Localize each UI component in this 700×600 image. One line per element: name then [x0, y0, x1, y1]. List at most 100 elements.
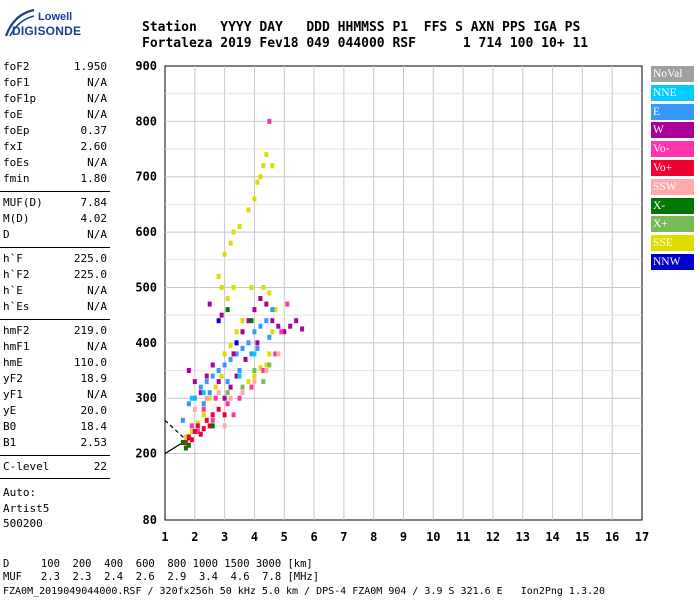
legend-item-vo-: Vo+	[651, 160, 694, 176]
param-row-ye: yE 20.0	[3, 404, 107, 420]
code-label: 500200	[3, 517, 43, 530]
muf-row: MUF 2.3 2.3 2.4 2.6 2.9 3.4 4.6 7.8 [MHz…	[3, 571, 320, 583]
separator-line	[0, 319, 110, 320]
y-tick-label: 800	[135, 114, 157, 128]
data-point-sse	[255, 179, 260, 185]
data-point-w	[192, 379, 197, 385]
data-point-sse	[258, 174, 263, 180]
data-point-sse	[225, 296, 230, 302]
param-value: 219.0	[73, 324, 107, 337]
param-value: 2.60	[80, 140, 108, 153]
data-point-vo-	[279, 329, 284, 335]
x-tick-label: 13	[516, 530, 530, 544]
data-point-vo-	[249, 384, 254, 390]
data-point-sse	[240, 318, 245, 324]
data-point-ssw	[204, 395, 209, 401]
data-point-sse	[246, 207, 251, 213]
separator-line	[0, 478, 110, 479]
data-point-e	[234, 351, 239, 357]
param-row-yf2: yF2 18.9	[3, 372, 107, 388]
param-row-fmin: fmin 1.80	[3, 172, 107, 188]
data-point-e	[180, 417, 185, 423]
auto-label: Auto:	[3, 486, 37, 499]
data-point-sse	[213, 384, 218, 390]
data-point-sse	[261, 163, 266, 169]
data-point-x-	[183, 445, 188, 451]
data-point-sse	[207, 395, 212, 401]
data-point-sse	[252, 373, 257, 379]
profile-trace-dashed	[164, 419, 187, 441]
data-point-w	[258, 296, 263, 302]
param-row-hmf2: hmF2 219.0	[3, 324, 107, 340]
param-value: 225.0	[73, 268, 107, 281]
data-point-e	[216, 368, 221, 374]
data-point-vo-	[183, 439, 188, 445]
y-tick-label: 900	[135, 59, 157, 73]
data-point-w	[198, 390, 203, 396]
y-tick-label: 700	[135, 170, 157, 184]
data-point-w	[294, 318, 299, 324]
data-point-e	[186, 401, 191, 407]
data-point-nnw	[234, 340, 239, 346]
data-point-w	[255, 340, 260, 346]
param-value: N/A	[87, 388, 107, 401]
param-name: h`F	[3, 252, 23, 265]
data-point-sse	[267, 351, 272, 357]
data-point-ssw	[264, 368, 269, 374]
data-point-w	[240, 329, 245, 335]
param-name: hmF1	[3, 340, 30, 353]
data-point-sse	[252, 196, 257, 202]
data-point-w	[231, 351, 236, 357]
param-value: 7.84	[80, 196, 108, 209]
data-point-w	[246, 318, 251, 324]
param-row-hes: h`Es N/A	[3, 300, 107, 316]
header-values: Fortaleza 2019 Fev18 049 044000 RSF 1 71…	[142, 36, 589, 51]
x-tick-label: 16	[605, 530, 619, 544]
param-row-foep: foEp 0.37	[3, 124, 107, 140]
data-point-sse	[222, 351, 227, 357]
param-name: hmE	[3, 356, 23, 369]
param-row-foe: foE N/A	[3, 108, 107, 124]
param-name: yF2	[3, 372, 23, 385]
data-point-vo-	[231, 412, 236, 418]
data-point-sse	[189, 428, 194, 434]
param-value: N/A	[87, 156, 107, 169]
data-point-vo-	[222, 412, 227, 418]
param-value: 225.0	[73, 252, 107, 265]
data-point-w	[207, 301, 212, 307]
param-row-hmf1: hmF1 N/A	[3, 340, 107, 356]
logo-text-lowell: Lowell	[38, 11, 73, 23]
data-point-x-	[252, 368, 257, 374]
data-point-w	[216, 379, 221, 385]
data-point-vo-	[195, 428, 200, 434]
data-point-nnw	[216, 318, 221, 324]
param-name: foF1	[3, 76, 30, 89]
data-point-e	[240, 345, 245, 351]
legend-item-ssw: SSW	[651, 178, 694, 195]
param-row-hf2: h`F2 225.0	[3, 268, 107, 284]
data-point-w	[210, 362, 215, 368]
param-name: fmin	[3, 172, 30, 185]
param-row-fof1: foF1 N/A	[3, 76, 107, 92]
param-row-b0: B0 18.4	[3, 420, 107, 436]
data-point-e	[201, 401, 206, 407]
param-name: foEp	[3, 124, 30, 137]
legend-item-x-: X-	[651, 197, 694, 214]
data-point-x-	[186, 442, 191, 448]
data-point-nne	[201, 390, 206, 396]
param-value: N/A	[87, 108, 107, 121]
param-name: yF1	[3, 388, 23, 401]
param-value: N/A	[87, 228, 107, 241]
param-name: foE	[3, 108, 23, 121]
legend-item-sse: SSE	[651, 235, 694, 252]
data-point-e	[192, 395, 197, 401]
data-point-w	[219, 312, 224, 318]
data-point-e	[204, 379, 209, 385]
data-point-e	[198, 384, 203, 390]
y-tick-label: 80	[143, 513, 157, 527]
data-point-e	[249, 351, 254, 357]
data-point-w	[264, 301, 269, 307]
data-point-ssw	[252, 379, 257, 385]
data-point-e	[228, 356, 233, 362]
